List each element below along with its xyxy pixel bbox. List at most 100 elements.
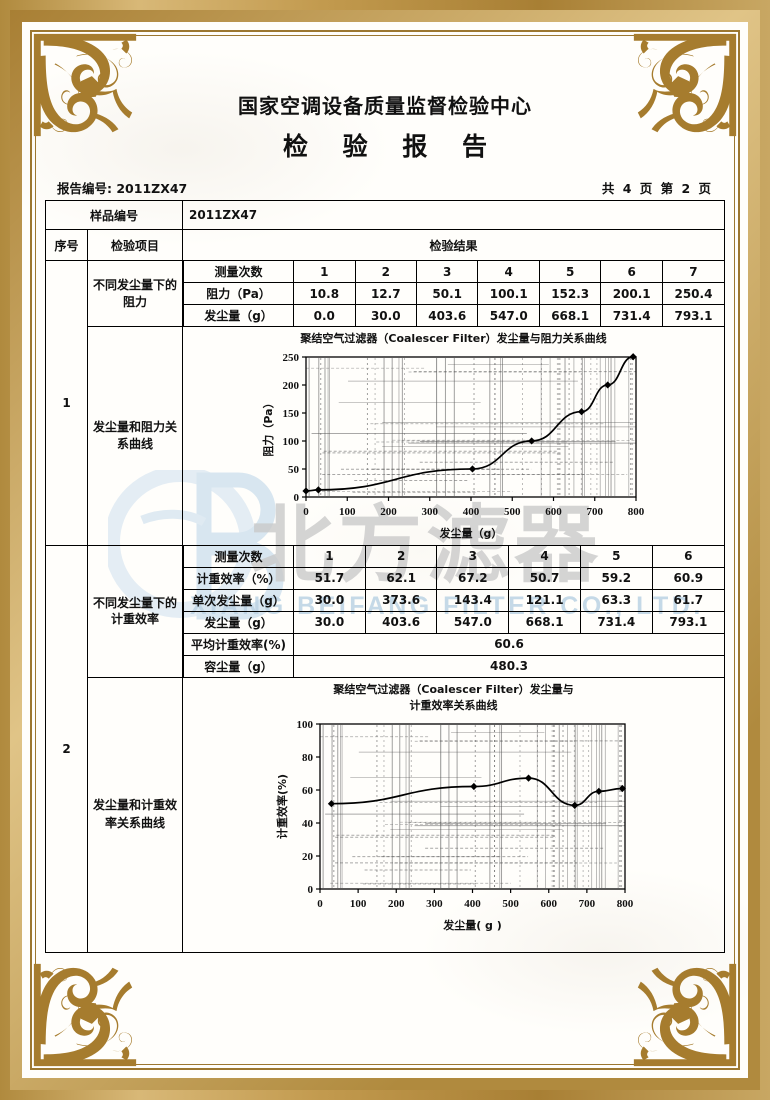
cell: 403.6 [364,610,438,634]
table-row-1-chart: 发尘量和阻力关系曲线 聚结空气过滤器（Coalescer Filter）发尘量与… [46,326,725,546]
cell: 30.0 [354,304,417,326]
report-number: 报告编号: 2011ZX47 [57,181,188,196]
sample-no-label: 样品编号 [44,200,184,230]
cell: 30.0 [293,610,366,634]
table-row-sample: 样品编号 2011ZX47 [44,200,725,230]
svg-text:0: 0 [303,506,309,518]
table-row: 测量次数 1 2 3 4 5 6 [183,545,724,568]
svg-text:100: 100 [349,898,366,910]
svg-text:80: 80 [302,752,314,764]
cell: 6 [651,545,724,568]
cell: 143.4 [436,588,510,612]
cell: 5 [538,261,602,283]
table-row: 计重效率（%） 51.7 62.1 67.2 50.7 59.2 60.9 [183,566,724,590]
table-row: 阻力（Pa） 10.8 12.7 50.1 100.1 152.3 200.1 … [183,282,724,305]
svg-text:0: 0 [293,492,299,504]
sample-no-value: 2011ZX47 [182,200,725,230]
svg-text:50: 50 [288,464,300,476]
cell: 4 [477,261,540,283]
chart-2-title-line1: 聚结空气过滤器（Coalescer Filter）发尘量与 [333,682,574,696]
cell: 1 [293,261,356,283]
cell: 50.1 [415,282,479,305]
cell: 61.7 [651,588,724,612]
row1-subitem: 不同发尘量下的阻力 [86,260,184,327]
cell: 668.1 [538,304,602,326]
chart-2-title: 聚结空气过滤器（Coalescer Filter）发尘量与 计重效率关系曲线 [183,682,724,714]
row2-item-text: 发尘量和计重效率关系曲线 [93,798,178,830]
chart-2: 聚结空气过滤器（Coalescer Filter）发尘量与 计重效率关系曲线 0… [183,682,724,946]
svg-text:100: 100 [339,506,356,518]
inspection-table: 样品编号 2011ZX47 序号 检验项目 检验结果 1 不同发尘量下的阻力 [44,200,725,953]
svg-text:200: 200 [388,898,405,910]
cell: 5 [579,545,653,568]
chart-1-cell: 聚结空气过滤器（Coalescer Filter）发尘量与阻力关系曲线 0 50 1… [182,326,725,546]
svg-text:700: 700 [578,898,595,910]
cell: 793.1 [661,304,724,326]
svg-text:150: 150 [282,408,299,420]
cell: 2 [354,261,417,283]
cell: 62.1 [364,566,438,590]
cell: 0.0 [293,304,356,326]
svg-text:0: 0 [307,884,313,896]
svg-text:200: 200 [282,380,299,392]
cell: 测量次数 [183,261,295,283]
ornament-corner-bottom-left [26,956,144,1074]
cell: 731.4 [600,304,663,326]
table-row-2-data: 2 不同发尘量下的计重效率 测量次数 1 [45,544,725,953]
cell: 403.6 [415,304,479,326]
svg-text:0: 0 [317,898,323,910]
table-row: 容尘量（g） 480.3 [183,654,724,677]
cell: 容尘量（g） [183,654,295,677]
svg-text:600: 600 [540,898,557,910]
chart-2-cell: 聚结空气过滤器（Coalescer Filter）发尘量与 计重效率关系曲线 0… [182,676,725,953]
svg-text:250: 250 [282,352,299,364]
svg-text:40: 40 [302,818,314,830]
row1-item-text: 发尘量和阻力关系曲线 [93,419,178,451]
cell: 200.1 [600,282,663,305]
cell: 计重效率（%） [183,566,295,590]
cell: 7 [661,261,724,283]
svg-text:300: 300 [421,506,438,518]
cell: 10.8 [293,282,356,305]
svg-text:200: 200 [380,506,397,518]
report-header: 国家空调设备质量监督检验中心 检 验 报 告 [45,90,725,163]
cell: 51.7 [293,566,366,590]
svg-text:阻力（Pa）: 阻力（Pa） [261,397,275,456]
row2-item: 发尘量和计重效率关系曲线 [86,676,184,953]
table-row-header: 序号 检验项目 检验结果 [45,229,725,261]
svg-text:100: 100 [282,436,299,448]
cell: 731.4 [579,610,653,634]
svg-text:800: 800 [627,506,644,518]
svg-text:发尘量( g ): 发尘量( g ) [442,918,502,932]
cell: 3 [436,545,510,568]
cell: 50.7 [508,566,581,590]
cell: 平均计重效率(%) [183,632,295,656]
row1-item: 发尘量和阻力关系曲线 [86,326,184,546]
svg-text:100: 100 [296,719,313,731]
cell: 547.0 [477,304,540,326]
cell: 30.0 [293,588,366,612]
cell: 发尘量（g） [183,610,295,634]
cell: 12.7 [354,282,417,305]
cell: 测量次数 [183,545,295,568]
ornament-corner-top-right [626,26,744,144]
table-row: 发尘量（g） 0.0 30.0 403.6 547.0 668.1 731.4 … [183,304,724,326]
cell: 阻力（Pa） [183,282,295,305]
svg-text:500: 500 [502,898,519,910]
cell: 60.6 [293,632,724,656]
svg-text:500: 500 [504,506,521,518]
chart-1: 聚结空气过滤器（Coalescer Filter）发尘量与阻力关系曲线 0 50 1… [183,331,724,539]
cell: 480.3 [293,654,724,677]
row1-subitem-text: 不同发尘量下的阻力 [93,277,178,309]
report-meta: 报告编号: 2011ZX47 共 4 页 第 2 页 [57,178,713,197]
svg-text:计重效率(%): 计重效率(%) [275,774,289,839]
cell: 4 [508,545,581,568]
page-number: 共 4 页 第 2 页 [601,181,713,196]
ornament-corner-bottom-right [626,956,744,1074]
ornament-corner-top-left [26,26,144,144]
table-row: 单次发尘量（g） 30.0 373.6 143.4 121.1 63.3 61.… [183,588,724,612]
cell: 250.4 [661,282,724,305]
row2-result-table: 测量次数 1 2 3 4 5 6 计重效率（%） [183,545,724,677]
cell: 121.1 [508,588,581,612]
